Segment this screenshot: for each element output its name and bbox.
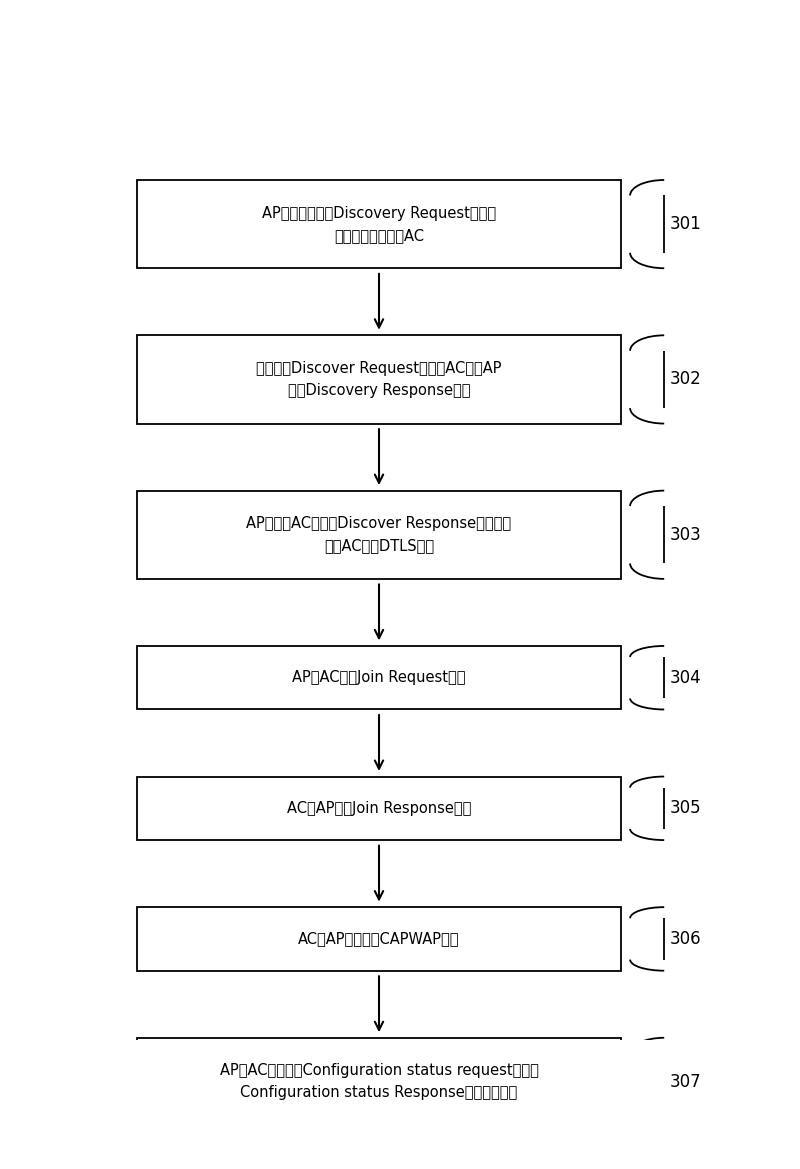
Bar [138,1038,621,1126]
Text: 302: 302 [670,371,702,388]
Text: AC与AP之间建立CAPWAP隧道: AC与AP之间建立CAPWAP隧道 [298,932,460,947]
Bar [138,491,621,579]
Text: AP接收到AC发送的Discover Response消息后，
与该AC建立DTLS连接: AP接收到AC发送的Discover Response消息后， 与该AC建立DT… [246,517,511,553]
Bar [138,336,621,423]
Text: AP与AC之间通过Configuration status request消息和
Configuration status Response消息进行交互: AP与AC之间通过Configuration status request消息和… [219,1064,538,1100]
Text: AP向网络中广播Discovery Request消息，
寻找网络中存在的AC: AP向网络中广播Discovery Request消息， 寻找网络中存在的AC [262,206,496,243]
Text: 305: 305 [670,800,702,817]
Bar [138,180,621,268]
Text: 303: 303 [670,526,702,544]
Text: AP向AC发送Join Request消息: AP向AC发送Join Request消息 [292,670,466,685]
Bar [138,776,621,841]
Text: 304: 304 [670,669,702,686]
Text: 接收到该Discover Request消息的AC向该AP
返回Discovery Response消息: 接收到该Discover Request消息的AC向该AP 返回Discover… [256,361,502,397]
Bar [138,907,621,970]
Text: AC向AP发送Join Response消息: AC向AP发送Join Response消息 [287,801,471,816]
Text: 307: 307 [670,1073,702,1091]
Text: 306: 306 [670,929,702,948]
Bar [138,646,621,710]
Text: 301: 301 [670,215,702,233]
